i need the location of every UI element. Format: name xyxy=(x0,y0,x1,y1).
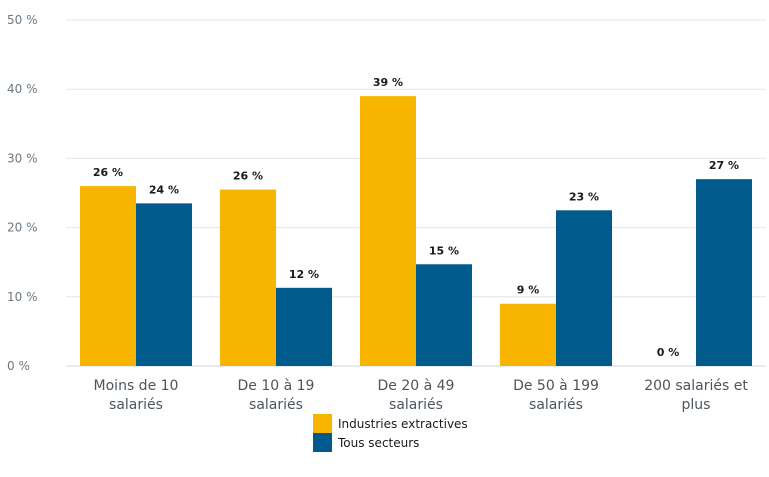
y-tick-label: 20 % xyxy=(7,221,38,235)
data-label: 15 % xyxy=(429,244,459,257)
data-label: 26 % xyxy=(93,166,123,179)
bar-industries-extractives xyxy=(360,96,416,367)
y-tick-label: 30 % xyxy=(7,151,38,165)
bar-tous-secteurs xyxy=(136,203,192,366)
data-label: 39 % xyxy=(373,76,403,89)
bar-industries-extractives xyxy=(500,303,556,366)
x-tick-label: Moins de 10 salariés xyxy=(94,378,179,413)
legend-item-tous-secteurs: Tous secteurs xyxy=(313,433,468,452)
y-tick-label: 50 % xyxy=(7,13,38,27)
data-labels: 26 % 24 % 26 % 12 % 39 % 15 % 9 % 23 % 0 % 27 % xyxy=(93,76,739,359)
data-label: 23 % xyxy=(569,190,599,203)
data-label: 0 % xyxy=(657,346,680,359)
y-tick-label: 10 % xyxy=(7,290,38,304)
data-label: 12 % xyxy=(289,268,319,281)
bar-tous-secteurs xyxy=(276,287,332,366)
legend-item-industries-extractives: Industries extractives xyxy=(313,414,468,433)
y-axis: 0 % 10 % 20 % 30 % 40 % 50 % xyxy=(7,13,38,373)
legend: Industries extractives Tous secteurs xyxy=(313,414,468,452)
x-tick-label: De 10 à 19 salariés xyxy=(238,378,315,413)
bar-industries-extractives xyxy=(80,186,136,366)
data-label: 24 % xyxy=(149,183,179,196)
bar-tous-secteurs xyxy=(696,179,752,366)
x-axis: Moins de 10 salariés De 10 à 19 salariés De … xyxy=(94,378,749,413)
bar-tous-secteurs xyxy=(556,210,612,366)
legend-label: Industries extractives xyxy=(338,416,468,431)
bars xyxy=(80,96,752,367)
bar-tous-secteurs xyxy=(416,264,472,366)
x-tick-label: De 50 à 199 salariés xyxy=(513,378,599,413)
y-tick-label: 40 % xyxy=(7,82,38,96)
legend-swatch xyxy=(313,414,332,433)
data-label: 27 % xyxy=(709,159,739,172)
x-tick-label: De 20 à 49 salariés xyxy=(378,378,455,413)
legend-label: Tous secteurs xyxy=(338,435,420,450)
bar-industries-extractives xyxy=(220,189,276,366)
legend-swatch xyxy=(313,433,332,452)
data-label: 9 % xyxy=(517,284,540,297)
x-tick-label: 200 salariés et plus xyxy=(644,378,748,413)
y-tick-label: 0 % xyxy=(7,359,30,373)
data-label: 26 % xyxy=(233,170,263,183)
